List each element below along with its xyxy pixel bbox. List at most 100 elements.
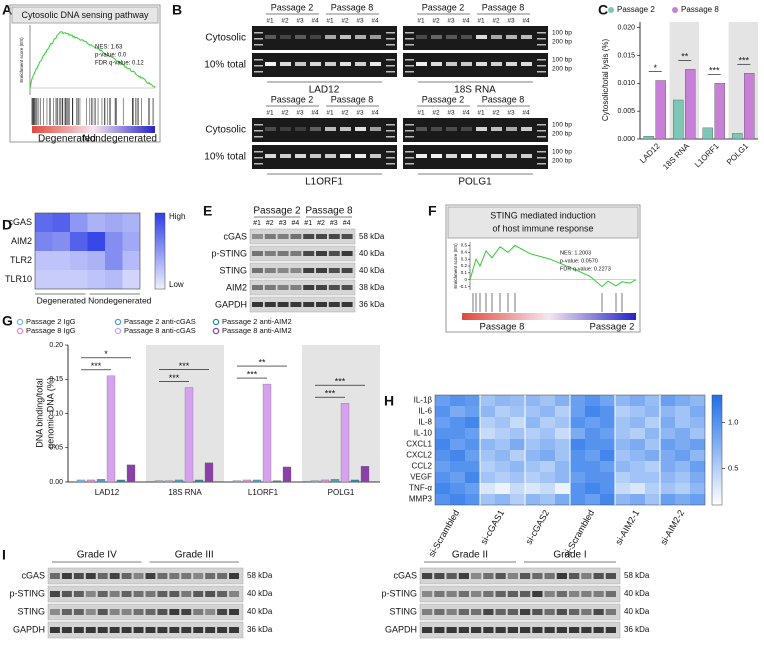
blot-band: [85, 609, 96, 615]
blot-band: [507, 573, 518, 579]
blot-band: [264, 268, 276, 273]
lane-label: #4: [462, 110, 470, 117]
blot-band: [252, 302, 263, 307]
blot-band: [181, 573, 192, 579]
heatmap-cell: [540, 494, 555, 505]
ladder-band: [537, 65, 546, 67]
legend-label: Passage 8: [681, 5, 719, 14]
heatmap-cell: [630, 395, 645, 406]
blot-band: [252, 285, 263, 290]
ladder-band: [405, 136, 414, 138]
y-axis-label: Cytosolic/total lysis (%): [601, 39, 610, 122]
gel-band: [431, 35, 442, 39]
heatmap-cell: [52, 251, 70, 270]
blot-band: [316, 234, 327, 239]
blot-image: [249, 245, 356, 262]
gel-band: [416, 127, 427, 131]
heatmap-cell: [540, 439, 555, 450]
passage-label: Passage 8: [482, 2, 525, 12]
blot-image: [249, 262, 356, 279]
heatmap-cell: [70, 251, 88, 270]
heatmap-cell: [540, 483, 555, 494]
gel-band: [431, 62, 442, 66]
blot-band: [264, 251, 276, 256]
heatmap-cell: [510, 461, 525, 472]
protein-label: STING: [389, 606, 417, 616]
lane-label: #4: [311, 110, 319, 117]
colorbar: [711, 394, 723, 506]
row-label: TLR2: [10, 255, 32, 265]
significance-label: ***: [247, 369, 258, 379]
gel-band: [280, 154, 291, 158]
blot-band: [61, 573, 72, 579]
lane-label: #2: [432, 18, 440, 25]
gel-band: [461, 35, 472, 39]
gel-band: [265, 127, 276, 131]
heatmap-cell: [675, 417, 690, 428]
blot-band: [109, 627, 120, 633]
gel-band: [280, 127, 291, 131]
colorbar-label: Low: [169, 280, 184, 289]
y-tick-label: 0.15: [49, 376, 63, 383]
gel-band: [370, 35, 381, 39]
lane-label: #3: [507, 110, 515, 117]
blot-band: [181, 609, 192, 615]
lane-label: #3: [447, 110, 455, 117]
heatmap-cell: [615, 461, 630, 472]
y-tick-label: 0.5: [461, 243, 468, 248]
legend-marker: [114, 327, 122, 335]
gsea-stat: FDR q-value: 0.12: [95, 61, 144, 67]
heatmap-cell: [70, 232, 88, 251]
group-label: Degenerated: [38, 134, 96, 145]
row-label: Cytosolic: [205, 33, 246, 44]
ladder-band: [405, 32, 414, 34]
bar: [164, 480, 174, 483]
heatmap-cell: [480, 483, 495, 494]
heatmap-cell: [465, 439, 480, 450]
gene-label: POLG1: [458, 177, 492, 188]
blot-band: [303, 251, 315, 256]
significance-label: ***: [738, 56, 749, 66]
protein-label: p-STING: [9, 588, 45, 598]
ladder-band: [537, 151, 546, 153]
y-axis-label: Enrichment score (ES): [453, 243, 458, 289]
heatmap-cell: [660, 472, 675, 483]
colorbar-label: High: [169, 212, 185, 221]
x-tick-label: 18S RNA: [168, 488, 202, 497]
blot-band: [316, 251, 327, 256]
ladder-band: [405, 59, 414, 61]
blot-band: [181, 591, 192, 597]
significance-label: ***: [709, 66, 720, 76]
blot-band: [328, 285, 340, 290]
heatmap-cell: [540, 461, 555, 472]
lane-label: #4: [292, 220, 300, 227]
lane-label: #1: [417, 110, 425, 117]
gel-band: [521, 62, 532, 66]
heatmap-cell: [435, 450, 450, 461]
row-label: MMP3: [409, 495, 433, 504]
blot-band: [483, 573, 494, 579]
y-tick-label: 0.1: [461, 270, 468, 275]
heatmap-cell: [600, 450, 615, 461]
lane-label: #2: [281, 110, 289, 117]
row-label: VEGF: [410, 473, 432, 482]
y-tick-label: 0.005: [617, 108, 635, 115]
blot-band: [229, 573, 239, 579]
heatmap-cell: [495, 450, 510, 461]
heatmap-cell: [615, 395, 630, 406]
blot-band: [73, 609, 84, 615]
heatmap-cell: [465, 494, 480, 505]
row-label: TLR10: [5, 274, 32, 284]
heatmap-cell: [525, 406, 540, 417]
blot-band: [471, 627, 482, 633]
blot-band: [193, 591, 204, 597]
heatmap-cell: [540, 417, 555, 428]
y-tick-label: 0.00: [49, 479, 63, 486]
gel-band: [476, 62, 487, 66]
lane-label: #4: [371, 18, 379, 25]
blot-band: [569, 591, 580, 597]
size-label: 200 bp: [552, 66, 572, 73]
blot-band: [434, 627, 445, 633]
